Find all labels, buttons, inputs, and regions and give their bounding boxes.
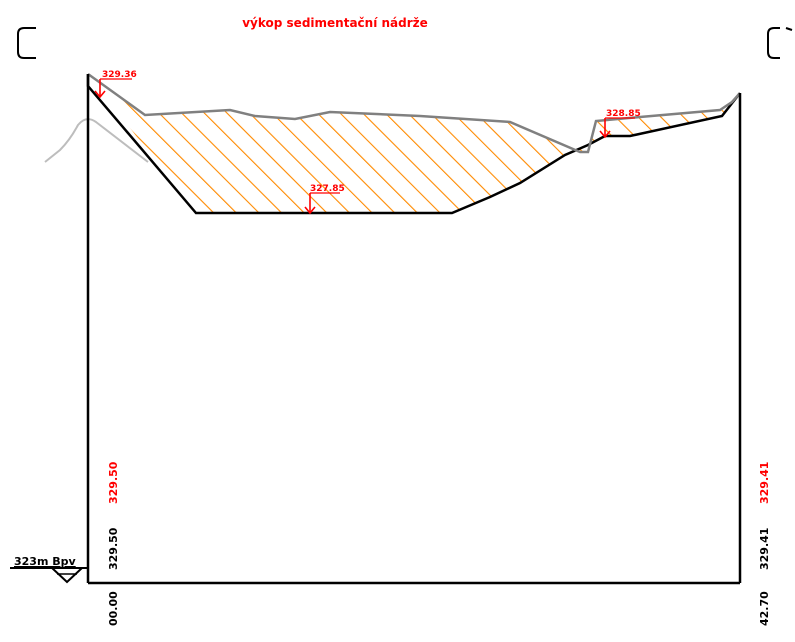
arrow-down-icon — [94, 90, 106, 99]
arrow-down-icon — [304, 206, 316, 215]
level-marker-left-top: 329.36 — [94, 70, 137, 99]
left-terrain-level: 329.50 — [107, 527, 120, 570]
excavation-line — [86, 74, 741, 215]
excavation-hatch — [88, 74, 728, 213]
level-marker-bottom: 327.85 — [304, 184, 345, 215]
terrain-line — [87, 72, 741, 154]
right-terrain-level: 329.41 — [758, 528, 771, 570]
right-design-level: 329.41 — [758, 462, 771, 504]
datum-label: 323m Bpv — [14, 555, 77, 568]
level-left-top-text: 329.36 — [102, 70, 137, 80]
left-bracket — [17, 27, 36, 59]
level-right-step-text: 328.85 — [606, 109, 641, 119]
arrow-down-icon — [599, 130, 611, 139]
level-marker-right-step: 328.85 — [599, 109, 641, 139]
right-bracket-tick — [785, 27, 793, 31]
level-bottom-text: 327.85 — [310, 184, 345, 194]
drawing-title: výkop sedimentační nádrže — [242, 16, 428, 30]
left-design-level: 329.50 — [107, 461, 120, 504]
datum-triangle-icon — [49, 567, 85, 584]
old-terrain-line — [44, 118, 149, 163]
right-station: 42.70 — [758, 591, 771, 626]
left-station: 00.00 — [107, 591, 120, 626]
right-bracket — [767, 27, 780, 59]
